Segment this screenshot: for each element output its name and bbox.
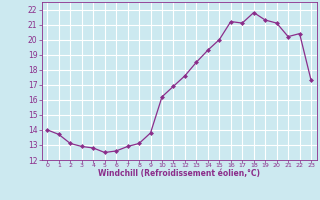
X-axis label: Windchill (Refroidissement éolien,°C): Windchill (Refroidissement éolien,°C) [98, 169, 260, 178]
